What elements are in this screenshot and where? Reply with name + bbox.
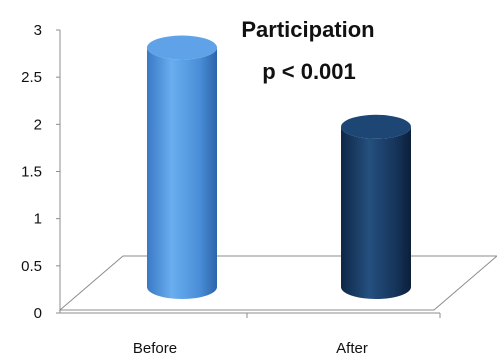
y-axis-ticks: 0 0.5 1 1.5 2 2.5 3 xyxy=(21,22,60,322)
bar-top xyxy=(147,35,217,60)
y-tick-label: 2 xyxy=(34,116,42,133)
category-label-before: Before xyxy=(133,340,177,357)
y-tick-label: 0 xyxy=(34,305,42,322)
annotation-title: Participation xyxy=(241,17,374,42)
annotation-p-value: p < 0.001 xyxy=(262,59,356,84)
bar-body xyxy=(341,126,411,299)
bar-top xyxy=(341,114,411,139)
category-labels: Before After xyxy=(133,340,368,357)
category-label-after: After xyxy=(336,340,368,357)
y-tick-label: 0.5 xyxy=(21,258,42,275)
bar-after xyxy=(341,114,411,299)
bar-body xyxy=(147,47,217,300)
y-tick-label: 2.5 xyxy=(21,69,42,86)
y-tick-label: 1.5 xyxy=(21,164,42,181)
bar-before xyxy=(147,35,217,300)
floor-plane xyxy=(58,255,497,311)
y-tick-label: 1 xyxy=(34,211,42,228)
bars xyxy=(147,35,411,300)
y-tick-label: 3 xyxy=(34,22,42,39)
